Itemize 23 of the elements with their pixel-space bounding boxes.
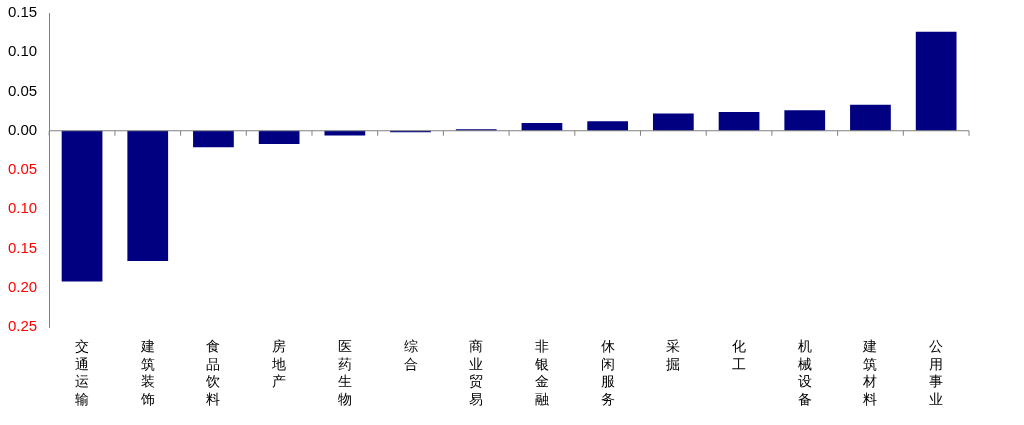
x-tick-label: 食品饮料 — [205, 338, 221, 407]
x-tick-label: 休闲服务 — [600, 338, 615, 407]
y-tick-label: 0.15 — [7, 3, 38, 21]
x-tick-label: 商业贸易 — [469, 338, 484, 407]
x-tick-label: 公用事业 — [929, 338, 944, 407]
x-tick-label: 房地产 — [271, 338, 287, 390]
x-tick-label: 医药生物 — [337, 338, 352, 407]
y-tick-label: 0.05 — [7, 160, 38, 178]
x-tick-label: 交通运输 — [75, 338, 90, 407]
x-tick-label: 非银金融 — [533, 338, 549, 407]
x-tick-label: 机械设备 — [797, 338, 812, 407]
y-tick-label: 0.10 — [7, 42, 38, 60]
y-tick-label: 0.25 — [7, 317, 38, 335]
y-tick-label: 0.00 — [7, 120, 38, 138]
x-tick-label: 采掘 — [666, 338, 681, 372]
y-tick-label: 0.05 — [7, 81, 38, 99]
x-tick-label: 建筑材料 — [862, 338, 878, 407]
x-tick-label: 综合 — [403, 338, 418, 372]
x-tick-label: 建筑装饰 — [139, 338, 155, 407]
y-tick-label: 0.10 — [7, 199, 38, 217]
y-tick-label: 0.15 — [7, 238, 38, 256]
x-tick-label: 化工 — [732, 338, 747, 372]
y-tick-label: 0.20 — [7, 277, 38, 295]
